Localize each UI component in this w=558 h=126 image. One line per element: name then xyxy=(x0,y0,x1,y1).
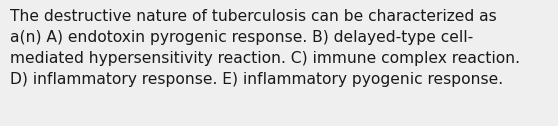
Text: The destructive nature of tuberculosis can be characterized as
a(n) A) endotoxin: The destructive nature of tuberculosis c… xyxy=(10,9,520,87)
